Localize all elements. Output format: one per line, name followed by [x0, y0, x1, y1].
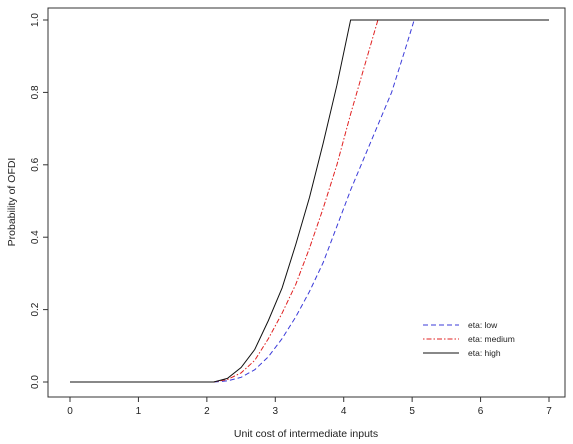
x-tick-label: 0 — [67, 406, 73, 417]
x-tick-label: 1 — [136, 406, 142, 417]
series-line-2 — [70, 19, 549, 383]
legend-item: eta: medium — [423, 334, 515, 344]
x-axis: 0 1 2 3 4 5 6 7 — [67, 397, 552, 417]
y-tick-label: 0.6 — [30, 157, 41, 171]
legend-item: eta: low — [423, 320, 498, 330]
y-axis-title: Probability of OFDI — [6, 158, 18, 247]
y-tick-label: 0.0 — [30, 375, 41, 389]
y-axis: 0.0 0.2 0.4 0.6 0.8 1.0 — [30, 13, 48, 389]
legend-label: eta: medium — [468, 334, 515, 344]
x-tick-label: 4 — [341, 406, 347, 417]
x-tick-label: 3 — [273, 406, 279, 417]
y-tick-label: 1.0 — [30, 13, 41, 27]
x-axis-title: Unit cost of intermediate inputs — [234, 428, 378, 440]
x-tick-label: 6 — [478, 406, 484, 417]
y-tick-label: 0.8 — [30, 85, 41, 99]
y-tick-label: 0.2 — [30, 302, 41, 316]
x-tick-label: 7 — [546, 406, 552, 417]
x-tick-label: 2 — [204, 406, 210, 417]
series-line-3 — [70, 19, 549, 383]
legend-label: eta: low — [468, 320, 498, 330]
legend: eta: low eta: medium eta: high — [423, 320, 515, 358]
plot-frame — [47, 7, 566, 398]
x-tick-label: 5 — [409, 406, 415, 417]
series-line-1 — [70, 19, 549, 383]
y-tick-label: 0.4 — [30, 230, 41, 244]
legend-label: eta: high — [468, 348, 501, 358]
series-layer — [70, 19, 549, 383]
legend-item: eta: high — [423, 348, 501, 358]
